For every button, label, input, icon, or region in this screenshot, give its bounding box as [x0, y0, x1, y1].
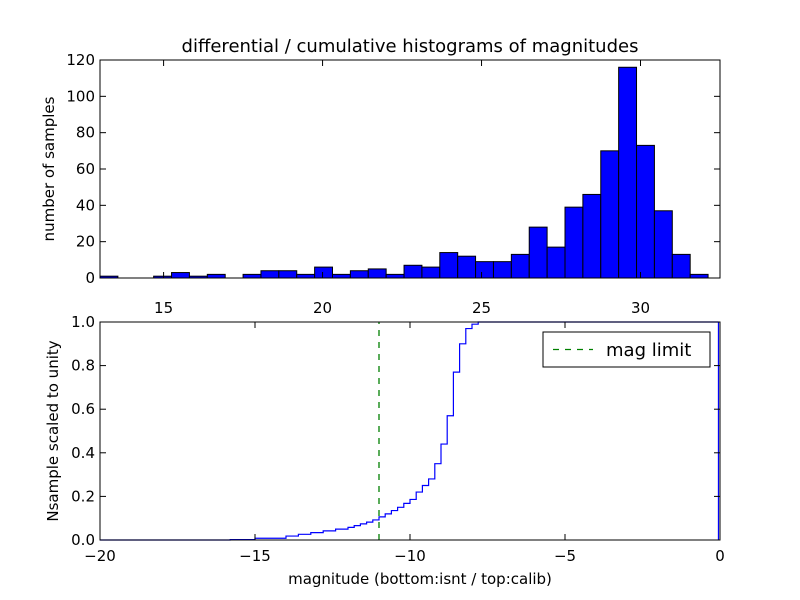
x-tick-label: 30 — [631, 299, 650, 317]
x-tick-label: 15 — [154, 299, 173, 317]
y-tick-label: 80 — [76, 124, 95, 142]
histogram-bar — [296, 273, 316, 279]
x-tick-label: −10 — [394, 547, 426, 565]
histogram-bar — [457, 255, 477, 279]
histogram-bar — [278, 270, 298, 279]
histogram-bar — [349, 270, 369, 279]
histogram-bar — [618, 66, 638, 279]
y-axis-label: Nsample scaled to unity — [44, 340, 62, 521]
histogram-bar — [582, 193, 602, 279]
y-axis-label: number of samples — [40, 96, 58, 241]
y-tick-label: 0.8 — [71, 357, 95, 375]
histogram-bar — [439, 252, 459, 279]
y-tick-label: 20 — [76, 233, 95, 251]
y-tick-label: 60 — [76, 160, 95, 178]
y-tick-label: 0.2 — [71, 487, 95, 505]
top-histogram-plot: 0 20 40 60 80 100 120 15 20 25 30 number of samples — [40, 51, 721, 317]
legend: mag limit — [542, 331, 711, 368]
histogram-bar — [671, 253, 691, 279]
x-tick-label: 25 — [472, 299, 491, 317]
histogram-bar — [600, 150, 620, 279]
bottom-cumulative-plot: 0.0 0.2 0.4 0.6 0.8 1.0 −20 −15 −10 −5 0 magnitude … — [44, 313, 725, 588]
cumulative-line — [100, 321, 719, 541]
histogram-bar — [475, 261, 494, 279]
histogram-bar — [546, 246, 566, 279]
histogram-bar — [564, 206, 584, 279]
y-tick-label: 100 — [66, 87, 95, 105]
histogram-bar — [171, 272, 190, 279]
x-tick-label: −20 — [84, 547, 116, 565]
x-tick-label: −5 — [554, 547, 576, 565]
x-axis-label: magnitude (bottom:isnt / top:calib) — [288, 570, 552, 588]
histogram-bar — [367, 268, 387, 279]
legend-label: mag limit — [606, 340, 691, 361]
histogram-bar — [492, 261, 512, 279]
histogram-bar — [260, 270, 280, 279]
y-tick-label: 120 — [66, 51, 95, 69]
chart-title: differential / cumulative histograms of … — [182, 36, 639, 57]
y-tick-label: 0.6 — [71, 400, 95, 418]
histogram-bar — [332, 273, 351, 279]
histogram-bar — [528, 226, 548, 279]
histogram-bar — [385, 273, 405, 279]
x-tick-label: 20 — [313, 299, 332, 317]
histogram-bar — [421, 266, 441, 279]
x-tick-label: −15 — [239, 547, 271, 565]
histogram-bar — [689, 273, 709, 279]
y-tick-label: 0.0 — [71, 531, 95, 549]
y-tick-label: 40 — [76, 196, 95, 214]
histogram-bar — [206, 273, 226, 279]
x-tick-label: 0 — [715, 547, 725, 565]
histogram-bar — [314, 266, 333, 279]
y-tick-label: 0.4 — [71, 444, 95, 462]
y-tick-label: 0 — [85, 269, 95, 287]
histogram-bar — [653, 210, 673, 279]
histogram-bar — [403, 264, 423, 279]
histogram-bar — [636, 144, 655, 279]
histogram-bar — [510, 253, 530, 279]
y-tick-label: 1.0 — [71, 313, 95, 331]
histogram-bar — [242, 273, 262, 279]
